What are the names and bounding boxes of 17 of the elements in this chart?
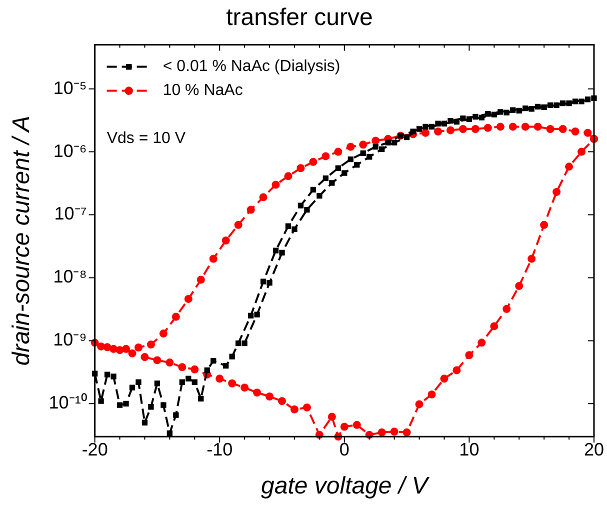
chart-title: transfer curve xyxy=(226,4,373,32)
x-tick-label: 20 xyxy=(584,439,604,460)
x-tick-label: 10 xyxy=(459,439,480,460)
y-axis-title: drain-source current / A xyxy=(8,116,36,366)
annotation: Vds = 10 V xyxy=(106,130,186,148)
x-axis-title: gate voltage / V xyxy=(261,472,430,500)
legend-label: 10 % NaAc xyxy=(162,82,243,100)
y-tick-label: 10⁻⁸ xyxy=(53,266,87,287)
y-tick-label: 10⁻⁷ xyxy=(54,204,87,224)
x-tick-label: -10 xyxy=(206,439,233,460)
x-tick-label: 0 xyxy=(339,439,350,460)
y-tick-label: 10⁻⁶ xyxy=(53,140,87,161)
legend-label: < 0.01 % NaAc (Dialysis) xyxy=(162,58,340,76)
y-tick-label: 10⁻⁵ xyxy=(53,78,87,98)
x-tick-label: -20 xyxy=(82,439,108,460)
y-tick-label: 10⁻¹⁰ xyxy=(48,392,87,413)
y-tick-label: 10⁻⁹ xyxy=(53,330,87,350)
